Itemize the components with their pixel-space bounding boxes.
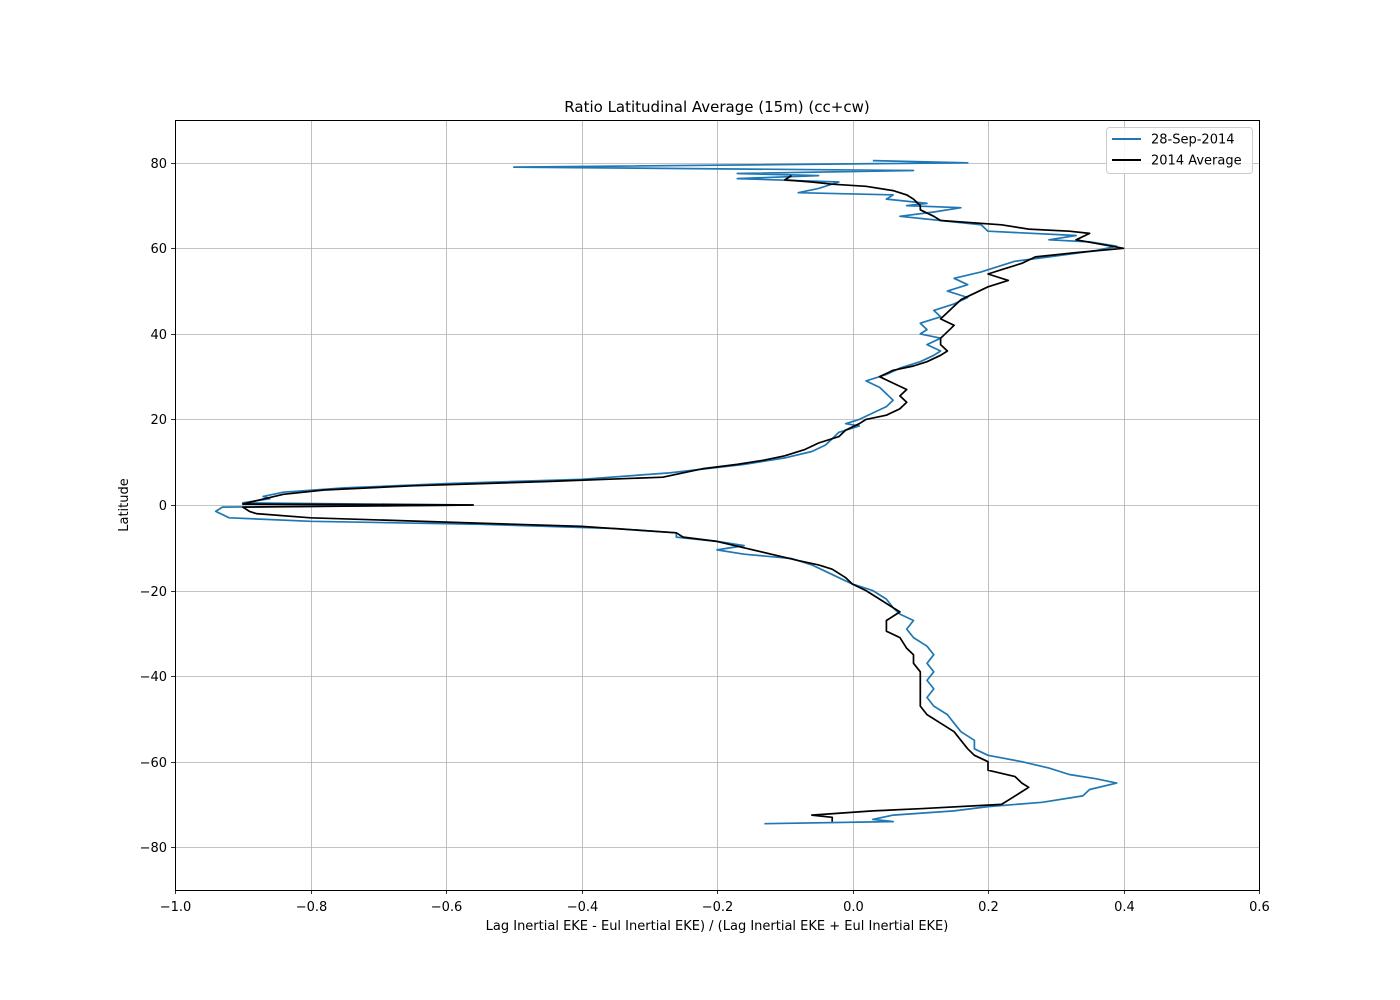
legend-box — [1106, 127, 1253, 174]
series-line-2014-average — [241, 174, 1125, 822]
y-tick-label: 60 — [150, 242, 167, 257]
x-tick-label: −1.0 — [160, 900, 192, 915]
x-tick-label: 0.2 — [978, 900, 999, 915]
legend-label-2014-average: 2014 Average — [1151, 154, 1242, 169]
y-tick-label: 40 — [150, 328, 167, 343]
x-tick-label: −0.2 — [702, 900, 734, 915]
chart-title: Ratio Latitudinal Average (15m) (cc+cw) — [564, 98, 869, 116]
legend-label-28-sep-2014: 28-Sep-2014 — [1151, 133, 1235, 148]
x-axis-label: Lag Inertial EKE - Eul Inertial EKE) / (… — [486, 919, 949, 934]
series-layer — [214, 159, 1125, 825]
y-axis: −80 −60 −40 −20 0 20 40 60 80 — [140, 157, 175, 856]
y-tick-label: −80 — [140, 841, 167, 856]
y-tick-label: −40 — [140, 670, 167, 685]
y-tick-label: −20 — [140, 585, 167, 600]
x-tick-label: −0.6 — [431, 900, 463, 915]
x-tick-label: 0.6 — [1249, 900, 1270, 915]
x-tick-label: 0.0 — [843, 900, 864, 915]
y-tick-label: −60 — [140, 756, 167, 771]
x-tick-label: −0.8 — [296, 900, 328, 915]
y-tick-label: 20 — [150, 413, 167, 428]
y-tick-label: 0 — [159, 499, 167, 514]
x-tick-label: −0.4 — [567, 900, 599, 915]
y-axis-label: Latitude — [117, 478, 132, 532]
y-tick-label: 80 — [150, 157, 167, 172]
x-axis: −1.0 −0.8 −0.6 −0.4 −0.2 0.0 0.2 0.4 0.6 — [160, 890, 1270, 915]
legend: 28-Sep-2014 2014 Average — [1106, 127, 1253, 174]
x-tick-label: 0.4 — [1114, 900, 1135, 915]
